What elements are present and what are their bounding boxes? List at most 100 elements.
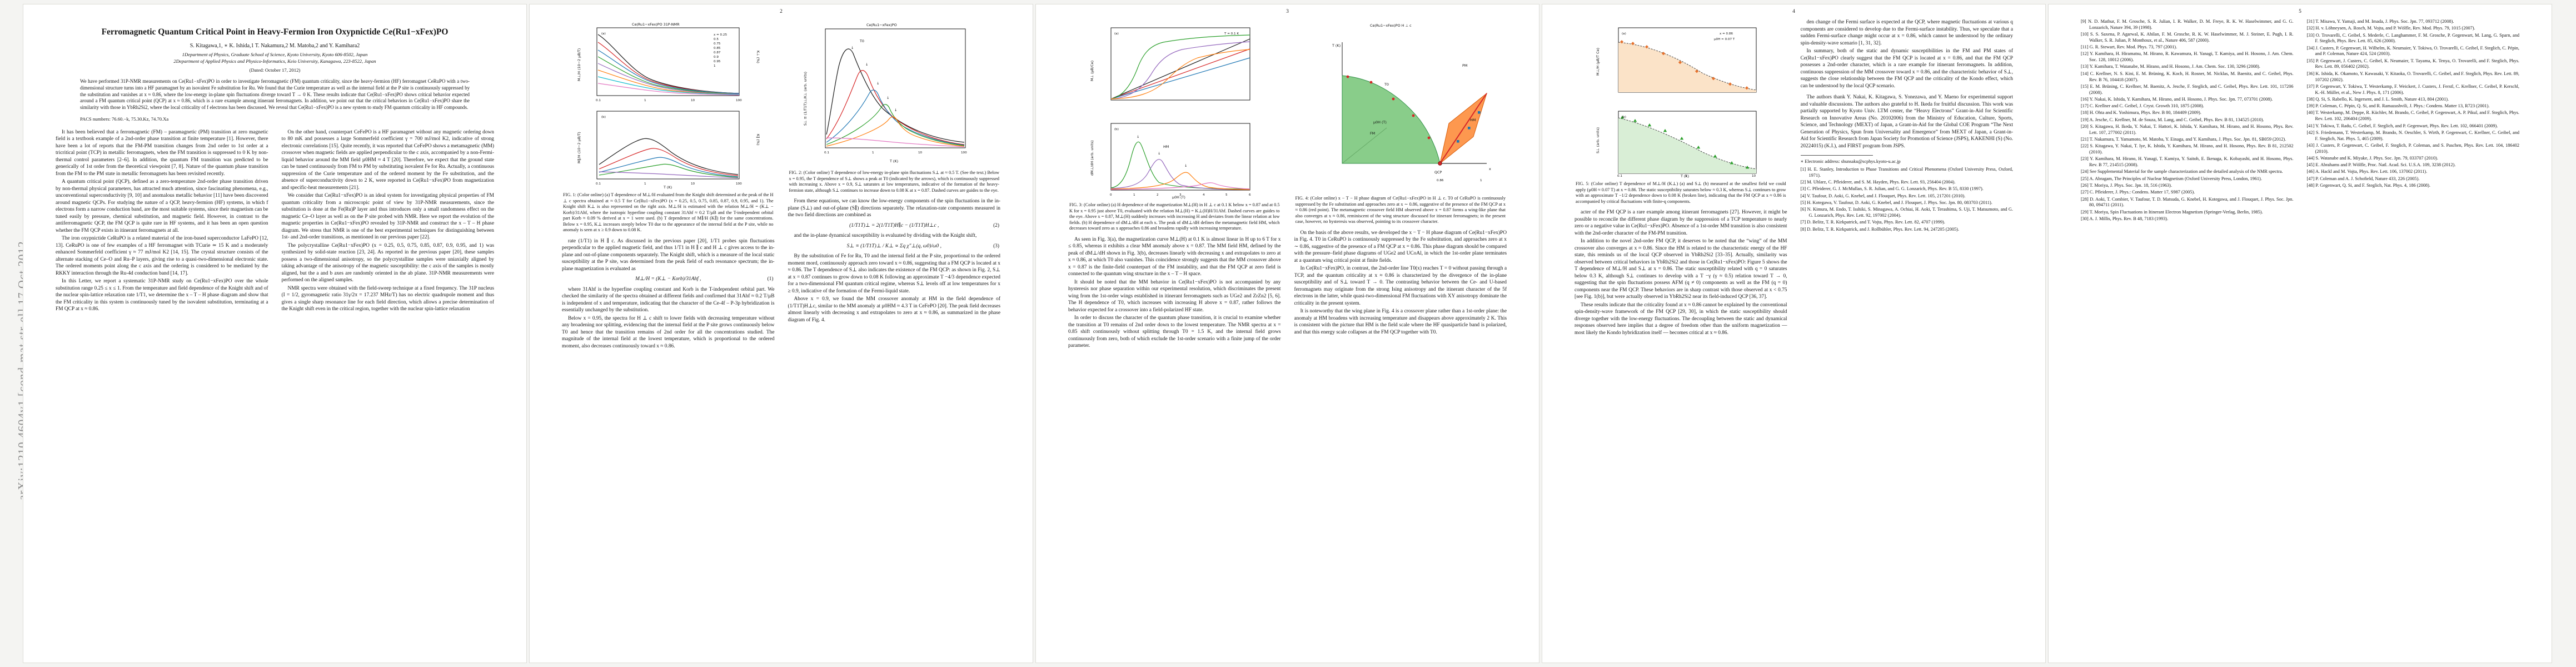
svg-text:0.5: 0.5 <box>714 38 719 41</box>
paragraph-group: By the substitution of Fe for Ru, T0 and… <box>788 253 1001 323</box>
fig1-ylabel-b2: K∥ (%) <box>756 134 760 145</box>
fig1-ylabel-a: M⊥/H (10−2 µB/T) <box>577 48 581 81</box>
affiliation-1: 1Department of Physics, Graduate School … <box>182 52 368 58</box>
references-list-3: [31] T. Misawa, Y. Yamaji, and M. Imada,… <box>2307 19 2520 189</box>
figure-1-plot: Ce(Ru1−xFex)PO 31P-NMR (a) x = 0.25 0.5 <box>574 20 763 189</box>
reference-item: [12] Y. Kamihara, H. Hiramatsu, M. Hiran… <box>2081 51 2294 63</box>
reference-item: [35] P. Gegenwart, J. Custers, C. Geibel… <box>2306 58 2520 69</box>
body-paragraph: It should be noted that the MM behavior … <box>1068 279 1281 313</box>
reference-item: [24] See Supplemental Material for the s… <box>2081 169 2283 175</box>
body-paragraph: By the substitution of Fe for Ru, T0 and… <box>788 253 1001 294</box>
reference-item: [44] S. Watanabe and K. Miyake, J. Phys.… <box>2306 155 2438 161</box>
page-number: 3 <box>1286 9 1289 14</box>
figure-3-plot: (a) T = 0.1 K M⊥ (µB/Ce) (b) <box>1085 20 1264 199</box>
fig2-ylabel: S⊥ ≡ (1/T1T)⊥/K⊥ (arb. units) <box>803 72 808 126</box>
page2-left-column: Ce(Ru1−xFex)PO 31P-NMR (a) x = 0.25 0.5 <box>562 19 775 634</box>
svg-text:4: 4 <box>1203 193 1205 197</box>
reference-item: [46] A. Hackl and M. Vojta, Phys. Rev. L… <box>2306 169 2428 175</box>
svg-text:(a): (a) <box>1622 32 1626 36</box>
svg-text:0.1: 0.1 <box>596 99 601 102</box>
reference-item: [17] C. Krellner and C. Geibel, J. Cryst… <box>2081 103 2204 109</box>
reference-item: [31] T. Misawa, Y. Yamaji, and M. Imada,… <box>2306 19 2454 24</box>
reference-item: [45] E. Abrahams and P. Wölfle, Proc. Na… <box>2306 162 2456 168</box>
svg-text:1: 1 <box>644 182 646 186</box>
page4-left-column: (a) x = 0.86 µ0H ≈ 0.07 T M⊥/H (µB/T Ce) <box>1575 19 1787 634</box>
svg-text:↓: ↓ <box>851 46 854 50</box>
footnote-rule <box>1800 155 1873 156</box>
reference-item: [39] P. Coleman, C. Pépin, Q. Si, and R.… <box>2306 103 2490 109</box>
svg-text:0.85: 0.85 <box>714 47 721 50</box>
page1-left-column: It has been believed that a ferromagneti… <box>56 129 268 595</box>
body-paragraph: On the basis of the above results, we de… <box>1294 230 1507 263</box>
svg-text:1: 1 <box>644 99 646 102</box>
svg-text:2: 2 <box>1157 193 1159 197</box>
svg-text:0: 0 <box>1110 193 1112 197</box>
fig3-xlabel: µ0H (T) <box>1172 195 1185 199</box>
svg-text:0.9: 0.9 <box>714 56 719 59</box>
equation-1: M⊥/H = (K⊥ − Korb)/31Ahf , (1) <box>635 276 774 282</box>
fig5-note2: µ0H ≈ 0.07 T <box>1714 38 1735 41</box>
paragraph-group: rate (1/T1) in H ∥ c. As discussed in th… <box>562 238 775 273</box>
svg-text:1: 1 <box>714 64 716 68</box>
reference-item: [25] A. Abragam, The Principles of Nucle… <box>2081 176 2262 181</box>
figure-1: Ce(Ru1−xFex)PO 31P-NMR (a) x = 0.25 0.5 <box>562 20 775 189</box>
fig4-xlabel: x <box>1489 167 1491 171</box>
reference-item: [43] J. Custers, P. Gegenwart, C. Geibel… <box>2306 142 2520 154</box>
reference-item: [32] H. v. Löhneysen, A. Rosch, M. Vojta… <box>2306 26 2475 31</box>
svg-text:(b): (b) <box>1622 116 1626 119</box>
body-paragraph: den change of the Fermi surface is expec… <box>1800 19 2014 46</box>
svg-text:100: 100 <box>736 99 742 102</box>
fig1-ylabel-b: M∥/H (10−2 µB/T) <box>577 132 581 163</box>
reference-item: [20] S. Kitagawa, H. Ikeda, Y. Nakai, T.… <box>2081 124 2294 135</box>
reference-item: [5] H. Kotegawa, V. Taufour, D. Aoki, G.… <box>1800 200 1992 205</box>
reference-item: [19] A. Jesche, C. Krellner, M. de Souza… <box>2081 117 2264 122</box>
page5-left-column: [9] N. D. Mathur, F. M. Grosche, S. R. J… <box>2081 19 2294 634</box>
svg-text:↓: ↓ <box>1137 135 1139 139</box>
body-paragraph: where 31Ahf is the hyperfine coupling co… <box>562 286 775 313</box>
fig3-ylabel-b: dM⊥/dH (arb. units) <box>1090 140 1094 176</box>
abstract: We have performed 31P-NMR measurements o… <box>80 78 470 110</box>
reference-item: [37] P. Gegenwart, Y. Tokiwa, T. Westerk… <box>2306 83 2520 95</box>
svg-text:0.75: 0.75 <box>714 42 721 46</box>
svg-text:0.86: 0.86 <box>1437 179 1444 182</box>
svg-text:10: 10 <box>1752 175 1756 178</box>
fig4-t0-label: T0 <box>1384 82 1389 87</box>
reference-item: [8] D. Belitz, T. R. Kirkpatrick, and J.… <box>1800 226 1960 232</box>
reference-item: [16] Y. Nakai, K. Ishida, Y. Kamihara, M… <box>2081 96 2273 102</box>
svg-text:6: 6 <box>1249 193 1251 197</box>
page-3: 3 (a) T = 0.1 K M⊥ (µB/Ce) <box>1036 4 1539 663</box>
reference-item: [38] Q. Si, S. Rabello, K. Ingersent, an… <box>2306 96 2449 102</box>
fig4-region-fm: FM <box>1370 131 1375 136</box>
figure-1-title: Ce(Ru1−xFex)PO 31P-NMR <box>632 22 680 27</box>
fig3-annotation-hm: HM <box>1163 145 1169 149</box>
paragraph-group: From these equations, we can know the lo… <box>788 198 1001 219</box>
reference-item: [3] C. Pfleiderer, G. J. McMullan, S. R.… <box>1800 186 1984 192</box>
body-paragraph: and the in-plane dynamical susceptibilit… <box>794 233 977 239</box>
fig5-note: x = 0.86 <box>1720 32 1733 36</box>
svg-text:0.95: 0.95 <box>714 60 721 63</box>
body-paragraph: In this Letter, we report a systematic 3… <box>56 278 268 312</box>
reference-item: [28] D. Aoki, T. Combier, V. Taufour, T.… <box>2081 196 2294 208</box>
reference-item: [4] V. Taufour, D. Aoki, G. Knebel, and … <box>1800 193 1966 198</box>
reference-item: [23] Y. Kamihara, M. Hirano, H. Yanagi, … <box>2081 156 2294 168</box>
body-paragraph: Below x = 0.95, the spectra for H ⊥ c sh… <box>562 315 775 349</box>
reference-item: [7] D. Belitz, T. R. Kirkpatrick, and T.… <box>1800 220 1945 225</box>
svg-text:0.87: 0.87 <box>714 51 721 54</box>
body-paragraph: NMR spectra were obtained with the field… <box>281 285 495 312</box>
fig2-annotation-t0: T0 <box>859 39 864 43</box>
svg-text:10: 10 <box>691 182 695 186</box>
svg-text:10: 10 <box>691 99 695 102</box>
figure-2-title: Ce(Ru1−xFex)PO <box>866 23 897 27</box>
fig2-xlabel: T (K) <box>889 159 898 163</box>
equation-2: (1/T1T)⊥ = 2(1/T1T)H∥c − (1/T1T)H⊥c , (2) <box>849 222 999 228</box>
paragraph-group: and the in-plane dynamical susceptibilit… <box>788 232 1001 240</box>
body-paragraph: These results indicate that the critical… <box>1575 302 1787 336</box>
authors-line: S. Kitagawa,1, ∗ K. Ishida,1 T. Nakamura… <box>190 43 360 49</box>
body-paragraph: In Ce(Ru1−xFex)PO, in contrast, the 2nd-… <box>1294 266 1507 306</box>
svg-text:1: 1 <box>1685 175 1687 178</box>
page-4: 4 <box>1542 4 2045 663</box>
figure-2-caption: FIG. 2: (Color online) T dependence of l… <box>789 170 1000 193</box>
fig4-zlabel: µ0H (T) <box>1373 120 1387 125</box>
svg-text:100: 100 <box>736 182 742 186</box>
